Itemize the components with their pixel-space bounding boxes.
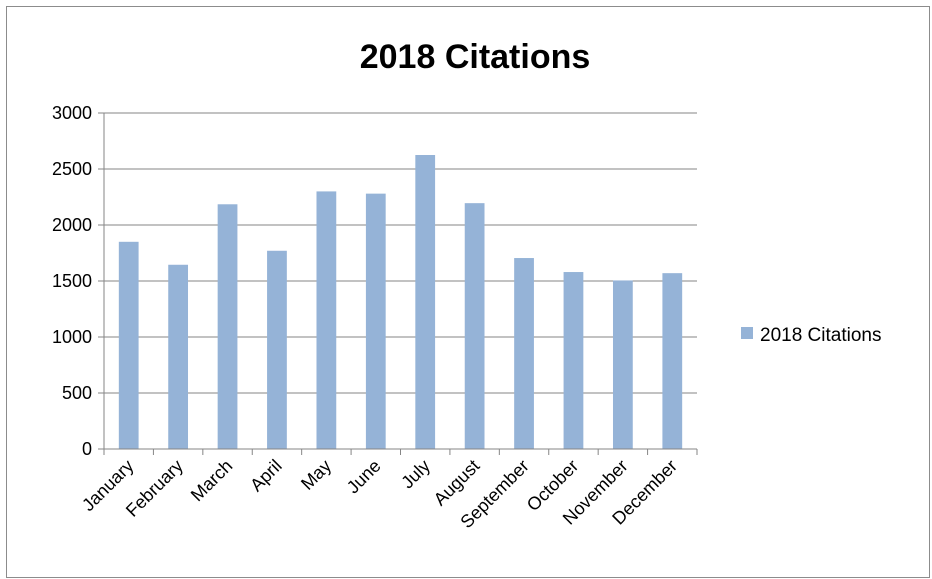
bar [168, 264, 189, 449]
bar [118, 241, 139, 449]
y-tick-label: 1000 [52, 327, 92, 347]
legend-label: 2018 Citations [760, 325, 881, 346]
y-tick-label: 2000 [52, 215, 92, 235]
y-tick-label: 3000 [52, 103, 92, 123]
y-tick-label: 500 [62, 383, 92, 403]
x-tick-label: March [187, 456, 237, 506]
bar [217, 204, 238, 449]
bar [365, 193, 386, 449]
gridlines [104, 112, 697, 394]
y-tick-label: 1500 [52, 271, 92, 291]
legend-swatch [741, 327, 753, 339]
axes [98, 112, 698, 455]
y-tick-label: 0 [82, 439, 92, 459]
bar [464, 203, 485, 449]
y-axis-ticks: 0 500 1000 1500 2000 2500 3000 [52, 103, 92, 459]
x-tick-label: May [297, 456, 335, 494]
x-tick-label: June [343, 456, 385, 498]
y-tick-label: 2500 [52, 159, 92, 179]
bar [316, 191, 337, 449]
bar [662, 273, 683, 449]
chart-title: 2018 Citations [360, 38, 591, 76]
x-tick-label: April [246, 456, 286, 496]
bar [563, 272, 584, 449]
bar [415, 155, 436, 449]
bar [267, 250, 287, 449]
bars [118, 155, 683, 449]
legend: 2018 Citations [741, 325, 881, 346]
bar [514, 258, 534, 449]
bar [612, 280, 633, 449]
x-tick-label: July [397, 456, 434, 493]
